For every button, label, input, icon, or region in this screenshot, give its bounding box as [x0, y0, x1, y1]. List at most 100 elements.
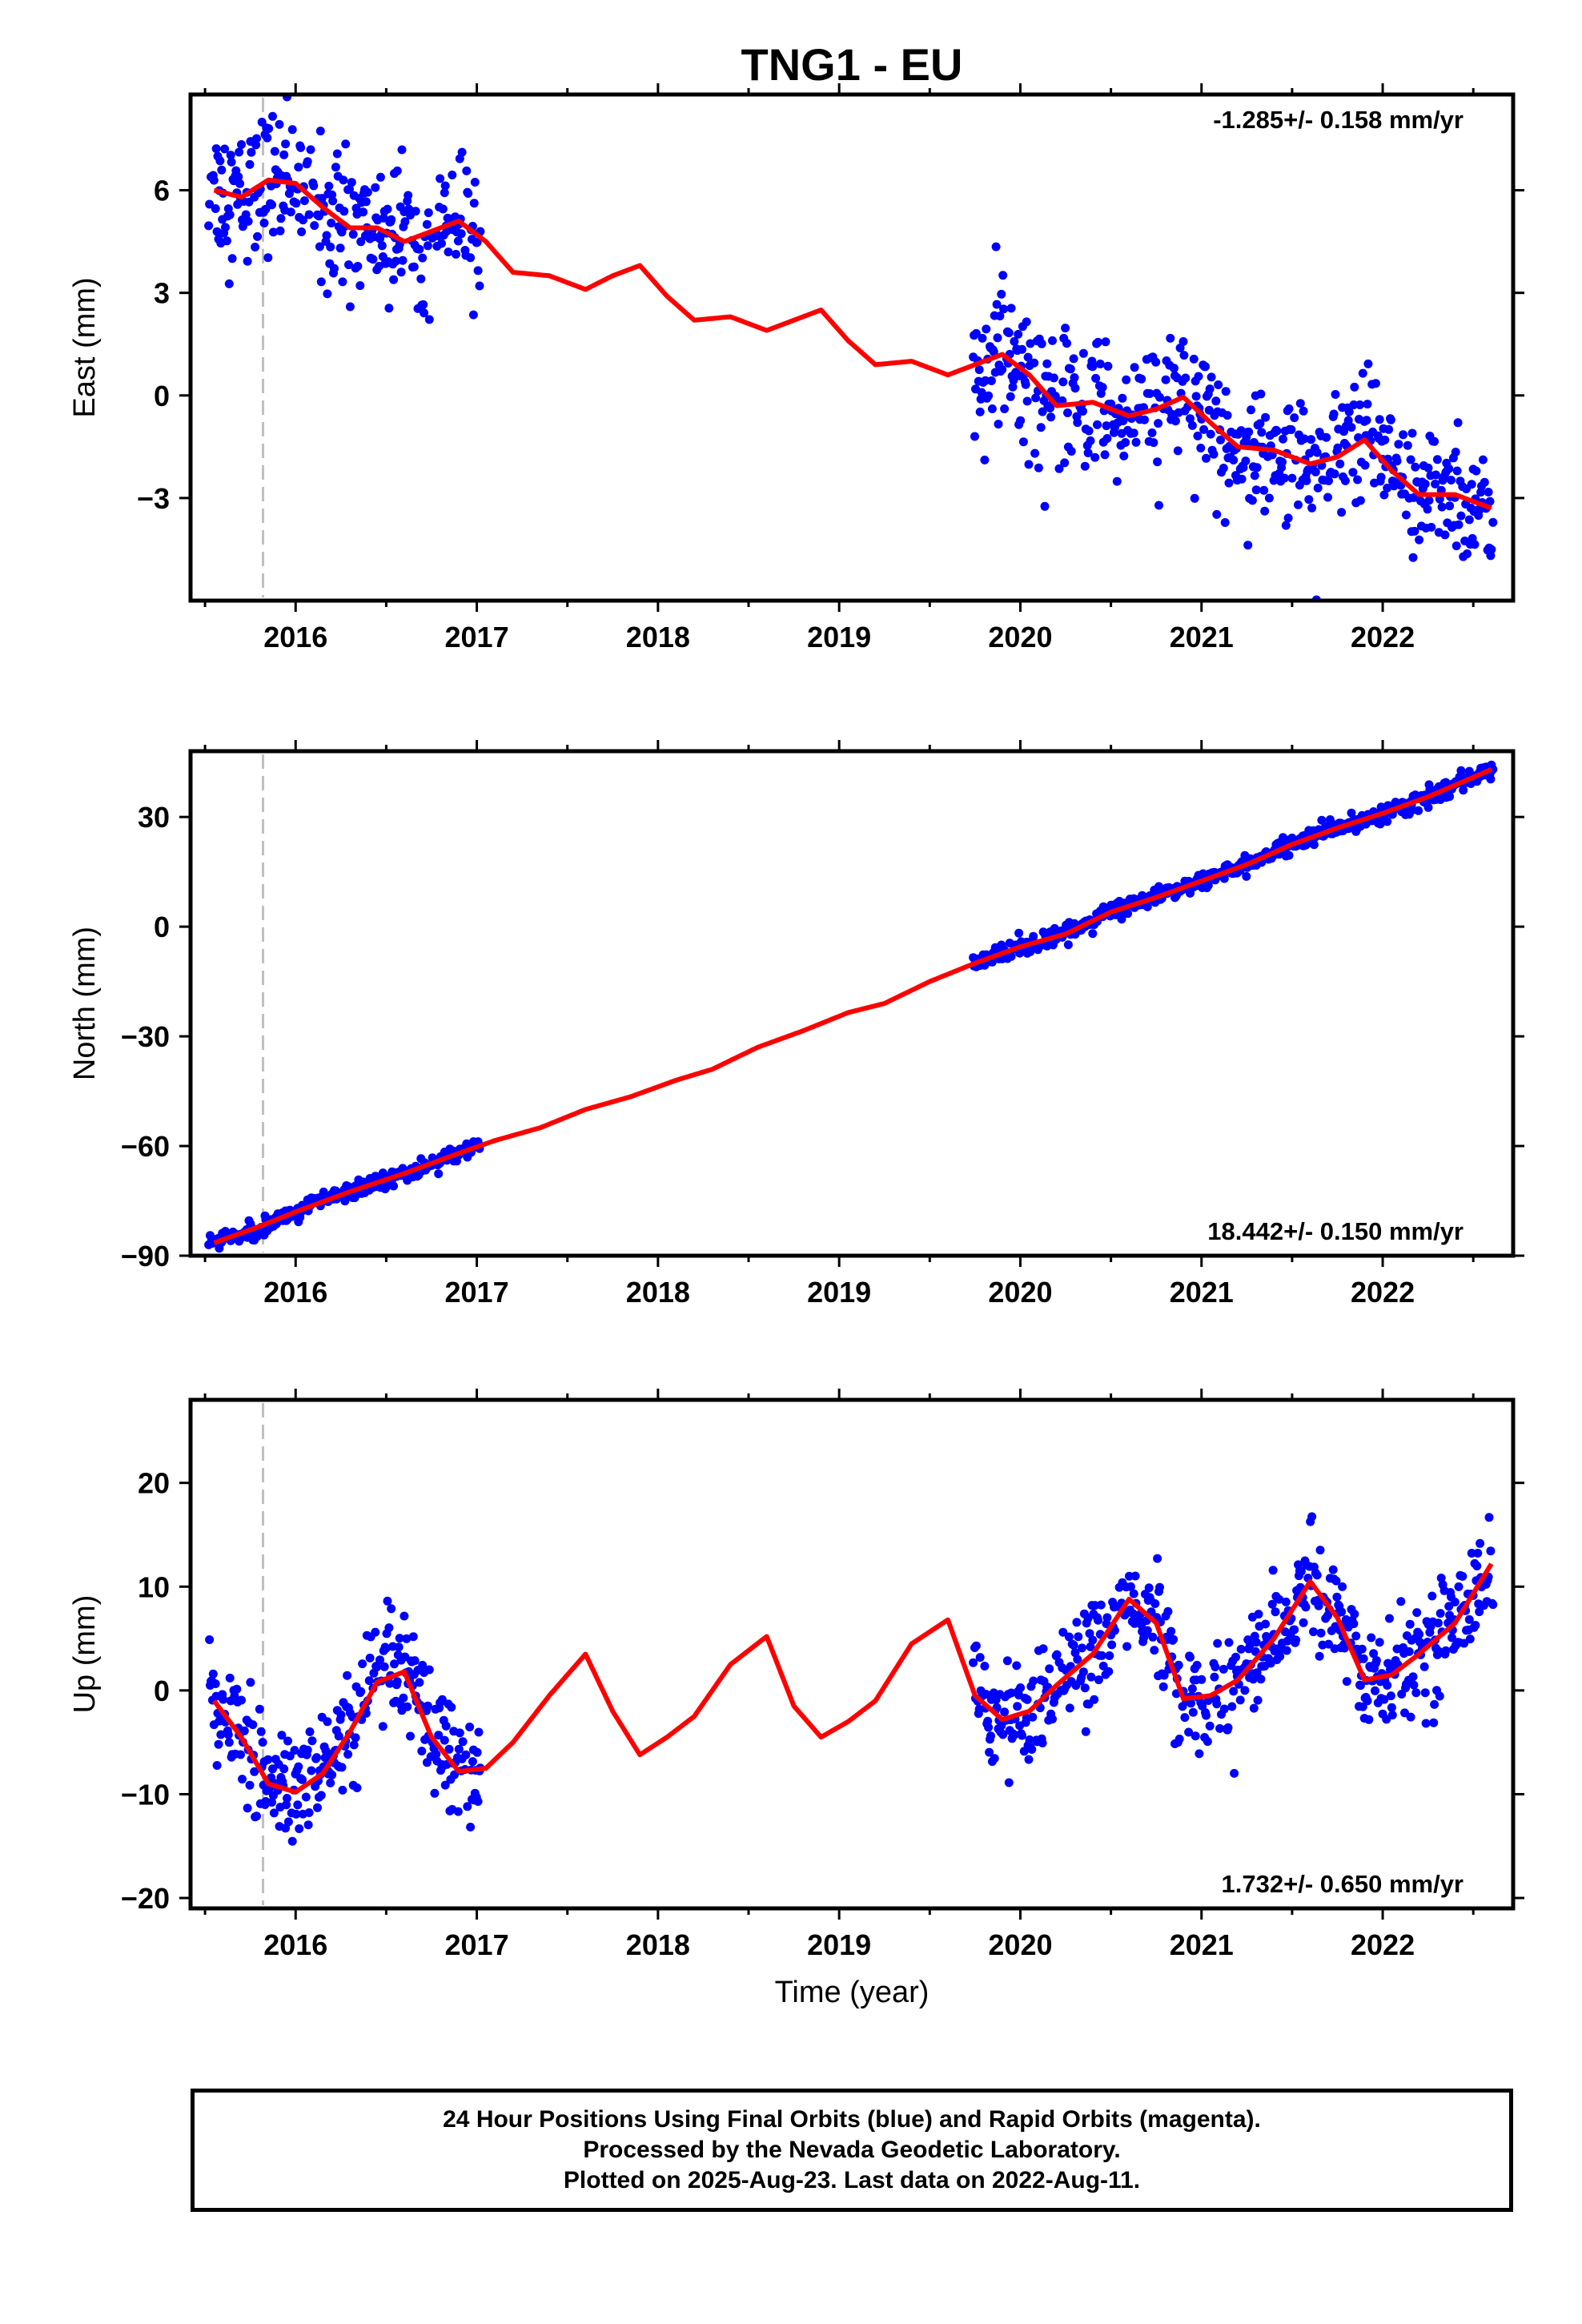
position-point: [1214, 380, 1223, 389]
position-point: [1181, 373, 1191, 383]
x-tick-label: 2017: [445, 1928, 509, 1961]
position-point: [1349, 400, 1359, 409]
position-point: [334, 1731, 343, 1741]
position-point: [1148, 1632, 1158, 1642]
position-point: [1078, 1667, 1088, 1677]
x-tick-label: 2017: [445, 621, 509, 653]
position-point: [1027, 1745, 1037, 1754]
y-tick-label: 0: [154, 911, 170, 943]
position-point: [1083, 448, 1093, 457]
position-point: [1435, 1691, 1444, 1701]
position-point: [303, 157, 312, 167]
position-point: [1248, 1675, 1258, 1684]
position-point: [437, 1695, 447, 1704]
position-point: [1360, 460, 1370, 470]
position-point: [1080, 461, 1090, 471]
position-point: [212, 1761, 222, 1770]
position-point: [1328, 1565, 1338, 1574]
position-point: [1184, 1727, 1194, 1737]
position-point: [1358, 1702, 1367, 1711]
position-point: [1144, 1583, 1154, 1593]
position-point: [309, 181, 319, 191]
position-point: [463, 1802, 472, 1811]
position-point: [1078, 407, 1087, 416]
position-point: [338, 1785, 347, 1795]
rate-annotation: 1.732+/- 0.650 mm/yr: [1222, 1870, 1464, 1898]
position-point: [420, 308, 429, 318]
position-point: [1282, 1646, 1291, 1655]
position-point: [438, 204, 448, 214]
position-point: [205, 199, 215, 209]
position-point: [1467, 1549, 1476, 1558]
position-point: [1432, 455, 1442, 464]
position-point: [1431, 479, 1440, 489]
position-point: [286, 207, 295, 217]
position-point: [971, 1641, 981, 1651]
x-tick-label: 2022: [1351, 1276, 1415, 1309]
position-point: [1445, 501, 1455, 511]
position-point: [336, 1710, 346, 1719]
position-point: [1235, 1695, 1245, 1705]
position-point: [1347, 808, 1356, 818]
position-point: [1102, 1613, 1112, 1622]
position-point: [1392, 456, 1402, 466]
position-point: [268, 111, 277, 121]
position-point: [985, 1747, 994, 1757]
position-point: [980, 455, 990, 464]
position-point: [1112, 476, 1122, 486]
position-point: [416, 274, 426, 283]
position-point: [1315, 1546, 1325, 1555]
position-point: [1004, 1778, 1014, 1787]
position-point: [1316, 1628, 1326, 1638]
position-point: [365, 1653, 375, 1663]
x-tick-label: 2018: [626, 1276, 690, 1309]
position-point: [1006, 1688, 1016, 1698]
position-point: [1221, 387, 1231, 396]
position-point: [1387, 1703, 1396, 1712]
position-point: [1154, 419, 1163, 428]
position-point: [1137, 374, 1146, 384]
position-point: [246, 1678, 255, 1687]
position-point: [1030, 358, 1039, 368]
position-point: [1086, 1642, 1095, 1651]
position-point: [1166, 333, 1175, 343]
position-point: [345, 302, 355, 312]
position-point: [1205, 384, 1215, 394]
position-point: [214, 1739, 223, 1749]
position-point: [387, 1604, 396, 1614]
position-point: [339, 207, 349, 216]
position-point: [1424, 496, 1434, 505]
position-point: [1268, 1566, 1278, 1575]
position-point: [378, 1168, 387, 1178]
position-point: [341, 139, 351, 149]
position-point: [440, 181, 450, 191]
position-point: [474, 1727, 484, 1737]
position-point: [1101, 337, 1110, 347]
position-point: [1195, 1749, 1204, 1759]
position-point: [306, 145, 315, 155]
position-point: [995, 312, 1005, 321]
position-point: [1435, 1609, 1445, 1618]
y-tick-label: 3: [154, 277, 170, 310]
y-tick-label: −60: [121, 1130, 170, 1163]
position-point: [1371, 1656, 1381, 1665]
position-point: [1040, 501, 1050, 511]
position-point: [1186, 1699, 1195, 1708]
position-point: [216, 1730, 226, 1739]
position-point: [993, 333, 1002, 343]
position-point: [434, 1169, 444, 1179]
position-point: [1194, 372, 1203, 381]
position-point: [263, 1755, 273, 1764]
position-point: [473, 1797, 483, 1806]
position-point: [1223, 1723, 1233, 1732]
position-point: [1070, 384, 1080, 393]
position-point: [361, 197, 371, 207]
position-point: [225, 210, 235, 219]
position-point: [204, 221, 214, 231]
position-point: [364, 1676, 374, 1686]
position-point: [323, 1717, 332, 1727]
position-point: [1311, 467, 1320, 476]
position-point: [473, 266, 483, 275]
chart-title: TNG1 - EU: [741, 39, 963, 90]
position-point: [989, 347, 998, 356]
